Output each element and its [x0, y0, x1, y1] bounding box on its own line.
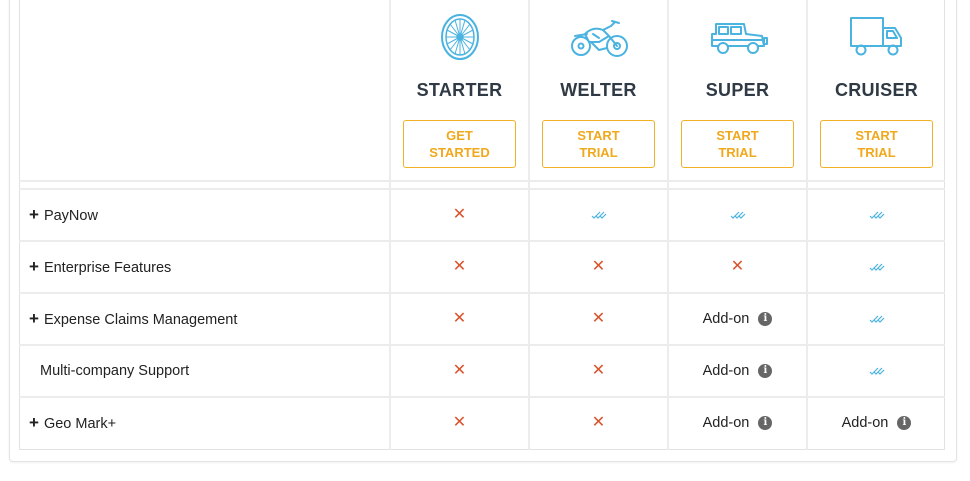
- check-icon: [869, 211, 884, 219]
- welter-cell: ✕: [530, 294, 667, 344]
- check-icon: [730, 211, 745, 219]
- get-started-button[interactable]: GET STARTED: [403, 120, 516, 168]
- cross-icon: ✕: [452, 258, 467, 275]
- feature-label[interactable]: + Enterprise Features: [29, 257, 172, 276]
- addon-label: Add-on i: [703, 311, 773, 327]
- starter-cell: ✕: [391, 398, 528, 448]
- addon-label: Add-on i: [703, 363, 773, 379]
- bicycle-wheel-icon: [391, 12, 528, 62]
- info-icon[interactable]: i: [897, 416, 912, 430]
- starter-cell: ✕: [391, 242, 528, 292]
- start-trial-button[interactable]: START TRIAL: [542, 120, 655, 168]
- cross-icon: ✕: [452, 206, 467, 223]
- super-cell: Add-on i: [669, 398, 806, 448]
- cross-icon: ✕: [591, 362, 606, 379]
- start-trial-button[interactable]: START TRIAL: [820, 120, 933, 168]
- feature-row-paynow: + PayNow ✕: [19, 190, 945, 240]
- starter-cell: ✕: [391, 190, 528, 240]
- cruiser-cell: [808, 294, 945, 344]
- feature-row-geo-mark: + Geo Mark+ ✕ ✕ Add-on i Add-on i: [19, 398, 945, 448]
- plan-starter: STARTER GET STARTED: [391, 0, 528, 180]
- motorcycle-icon: [530, 12, 667, 62]
- cross-icon: ✕: [452, 310, 467, 327]
- super-cell: [669, 190, 806, 240]
- addon-label: Add-on i: [703, 415, 773, 431]
- plan-super: SUPER START TRIAL: [669, 0, 806, 180]
- starter-cell: ✕: [391, 294, 528, 344]
- welter-cell: ✕: [530, 398, 667, 448]
- start-trial-button[interactable]: START TRIAL: [681, 120, 794, 168]
- feature-row-enterprise: + Enterprise Features ✕ ✕ ✕: [19, 242, 945, 292]
- check-icon: [869, 315, 884, 323]
- expand-plus-icon[interactable]: +: [29, 413, 39, 432]
- info-icon[interactable]: i: [758, 364, 773, 378]
- plan-welter: WELTER START TRIAL: [530, 0, 667, 180]
- truck-icon: [808, 12, 945, 62]
- info-icon[interactable]: i: [758, 416, 773, 430]
- feature-label: Multi-company Support: [40, 363, 190, 379]
- plan-name: CRUISER: [834, 80, 919, 100]
- super-cell: Add-on i: [669, 346, 806, 396]
- jeep-icon: [669, 12, 806, 62]
- feature-label[interactable]: + Geo Mark+: [29, 413, 117, 432]
- cross-icon: ✕: [452, 362, 467, 379]
- feature-label[interactable]: + PayNow: [29, 205, 98, 224]
- pricing-card: [9, 0, 957, 462]
- cross-icon: ✕: [730, 258, 745, 275]
- pricing-table: STARTER GET STARTED WE: [19, 0, 945, 450]
- welter-cell: ✕: [530, 242, 667, 292]
- cross-icon: ✕: [591, 310, 606, 327]
- expand-plus-icon[interactable]: +: [29, 309, 39, 328]
- plan-name: WELTER: [560, 80, 637, 100]
- cross-icon: ✕: [452, 414, 467, 431]
- super-cell: ✕: [669, 242, 806, 292]
- plan-cruiser: CRUISER START TRIAL: [808, 0, 945, 180]
- check-icon: [869, 263, 884, 271]
- plan-name: SUPER: [705, 80, 770, 100]
- super-cell: Add-on i: [669, 294, 806, 344]
- info-icon[interactable]: i: [758, 312, 773, 326]
- feature-row-expense-claims: + Expense Claims Management ✕ ✕ Add-on i: [19, 294, 945, 344]
- cross-icon: ✕: [591, 258, 606, 275]
- welter-cell: [530, 190, 667, 240]
- expand-plus-icon[interactable]: +: [29, 205, 39, 224]
- cruiser-cell: [808, 346, 945, 396]
- check-icon: [591, 211, 606, 219]
- welter-cell: ✕: [530, 346, 667, 396]
- cruiser-cell: [808, 242, 945, 292]
- starter-cell: ✕: [391, 346, 528, 396]
- cruiser-cell: [808, 190, 945, 240]
- cruiser-cell: Add-on i: [808, 398, 945, 448]
- feature-label[interactable]: + Expense Claims Management: [29, 309, 238, 328]
- cross-icon: ✕: [591, 414, 606, 431]
- feature-row-multi-company: Multi-company Support ✕ ✕ Add-on i: [19, 346, 945, 396]
- addon-label: Add-on i: [842, 415, 912, 431]
- check-icon: [869, 367, 884, 375]
- plan-name: STARTER: [416, 80, 503, 100]
- expand-plus-icon[interactable]: +: [29, 257, 39, 276]
